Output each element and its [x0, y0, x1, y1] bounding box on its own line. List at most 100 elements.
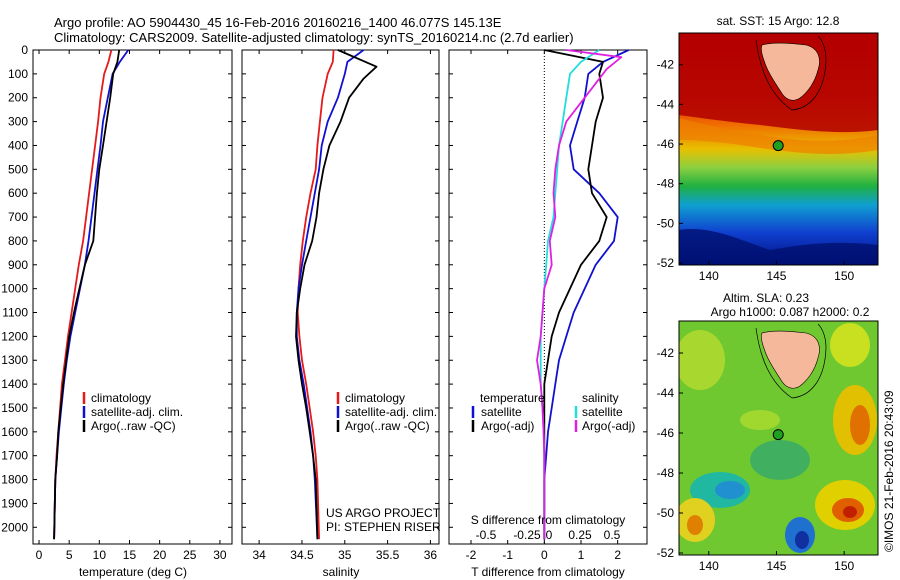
sst-map-title: sat. SST: 15 Argo: 12.8	[717, 14, 840, 28]
depth-tick-label: 1000	[1, 282, 28, 296]
legend-title-salinity: salinity	[582, 391, 619, 405]
x-tick-label: 25	[183, 548, 197, 562]
x-tick-label: 0	[541, 548, 548, 562]
credit-project: US ARGO PROJECT	[326, 506, 441, 520]
figure-title-line2: Climatology: CARS2009. Satellite-adjuste…	[54, 30, 574, 45]
depth-tick-label: 1400	[1, 377, 28, 391]
difference-legend: temperature salinity satellite Argo(-adj…	[471, 391, 635, 433]
temperature-panel-frame	[32, 49, 233, 545]
salinity-axis-ticks: 34 34.5 35 35.5 36	[252, 50, 437, 562]
temperature-legend: climatology satellite-adj. clim. Argo(..…	[82, 391, 183, 433]
depth-tick-label: 800	[8, 234, 28, 248]
difference-xlabel-top: S difference from climatology	[471, 513, 626, 527]
map-y-tick-label: -44	[657, 97, 675, 111]
x-tick-label: -1	[502, 548, 513, 562]
x-tick-label: 10	[93, 548, 107, 562]
map-y-tick-label: -50	[657, 506, 675, 520]
tasmania-land	[761, 330, 820, 389]
salinity-diff-tick-label: 0.5	[604, 528, 621, 542]
series-line-argo-raw-qc-	[53, 49, 121, 540]
legend-label-satellite: satellite-adj. clim.	[91, 405, 183, 419]
sla-patch	[843, 506, 857, 518]
sla-patch	[830, 323, 870, 367]
x-tick-label: 34	[252, 548, 266, 562]
sla-patch	[740, 410, 780, 430]
x-tick-label: 20	[153, 548, 167, 562]
shelf-contour	[755, 323, 827, 399]
series-line-satellite-adj-clim-	[295, 49, 365, 540]
map-x-tick-label: 150	[834, 269, 854, 283]
tasmania-land	[761, 42, 820, 101]
map-y-tick-label: -42	[657, 346, 675, 360]
salinity-xlabel: salinity	[323, 565, 360, 579]
map-x-tick-label: 140	[699, 269, 719, 283]
x-tick-label: 15	[123, 548, 137, 562]
map-y-tick-label: -46	[657, 137, 675, 151]
map-x-tick-label: 140	[699, 559, 719, 573]
difference-panel-frame	[448, 49, 648, 545]
map-y-tick-label: -48	[657, 177, 675, 191]
map-y-tick-label: -52	[657, 546, 675, 560]
series-line-climatology	[296, 49, 335, 540]
depth-tick-label: 500	[8, 162, 28, 176]
sst-map-ticks: 140 145 150 -42 -44 -46 -48 -50 -52	[657, 58, 855, 283]
map-x-tick-label: 145	[766, 559, 786, 573]
depth-tick-label: 100	[8, 67, 28, 81]
legend-label-satellite: satellite-adj. clim.	[345, 405, 437, 419]
x-tick-label: 35	[338, 548, 352, 562]
legend-label-argo: Argo(..raw -QC)	[345, 419, 430, 433]
depth-tick-label: 1500	[1, 401, 28, 415]
legend-label-s-argo: Argo(-adj)	[582, 419, 635, 433]
series-line-argo-raw-qc-	[295, 49, 378, 540]
sla-patch	[715, 481, 745, 499]
depth-axis-ticks: 0 100 200 300 400 500 600 700 800 900 1000 1100 1200…	[1, 43, 647, 534]
depth-tick-label: 1100	[2, 306, 28, 320]
salinity-legend: climatology satellite-adj. clim. Argo(..…	[336, 391, 437, 433]
temperature-axis-ticks: 0 5 10 15 20 25 30	[36, 50, 227, 562]
sst-front-orange	[679, 118, 878, 154]
legend-title-temperature: temperature	[480, 391, 545, 405]
sla-map-title-line1: Altim. SLA: 0.23	[723, 291, 809, 305]
argo-location-marker	[772, 140, 784, 152]
sla-patch	[850, 405, 870, 445]
depth-tick-label: 1600	[1, 425, 28, 439]
legend-label-t-satellite: satellite	[481, 405, 522, 419]
salinity-lines	[295, 49, 378, 540]
series-line-satellite	[543, 49, 630, 540]
legend-label-s-satellite: satellite	[582, 405, 623, 419]
sla-patch	[687, 515, 703, 535]
x-tick-label: 2	[614, 548, 621, 562]
sla-map-ticks: 140 145 150 -42 -44 -46 -48 -50 -52	[657, 346, 855, 573]
map-y-tick-label: -48	[657, 466, 675, 480]
sst-cold-region	[679, 229, 878, 265]
sla-patch	[750, 440, 810, 480]
map-x-tick-label: 150	[834, 559, 854, 573]
x-tick-label: 0	[36, 548, 43, 562]
x-tick-label: 34.5	[290, 548, 314, 562]
sla-patch	[679, 330, 725, 390]
map-y-tick-label: -44	[657, 386, 675, 400]
depth-tick-label: 1700	[1, 449, 28, 463]
depth-tick-label: 900	[8, 258, 28, 272]
depth-tick-label: 200	[8, 91, 28, 105]
sst-map-frame	[678, 32, 879, 266]
series-line-argo-adj-	[543, 49, 608, 540]
credit-imos: ©IMOS 21-Feb-2016 20:43:09	[882, 390, 896, 552]
x-tick-label: 36	[424, 548, 438, 562]
depth-tick-label: 1900	[1, 496, 28, 510]
depth-tick-label: 1200	[1, 329, 28, 343]
depth-tick-label: 2000	[1, 520, 28, 534]
legend-label-climatology: climatology	[91, 391, 151, 405]
depth-tick-label: 600	[8, 186, 28, 200]
salinity-diff-tick-label: -0.5	[476, 528, 497, 542]
map-y-tick-label: -52	[657, 256, 675, 270]
temperature-lines	[53, 49, 130, 540]
series-line-argo-adj-	[536, 49, 623, 540]
salinity-diff-tick-label: 0.25	[568, 528, 592, 542]
map-y-tick-label: -42	[657, 58, 675, 72]
salinity-panel-frame	[241, 49, 440, 545]
depth-tick-label: 300	[8, 115, 28, 129]
difference-xlabel: T difference from climatology	[471, 565, 625, 579]
map-y-tick-label: -46	[657, 426, 675, 440]
